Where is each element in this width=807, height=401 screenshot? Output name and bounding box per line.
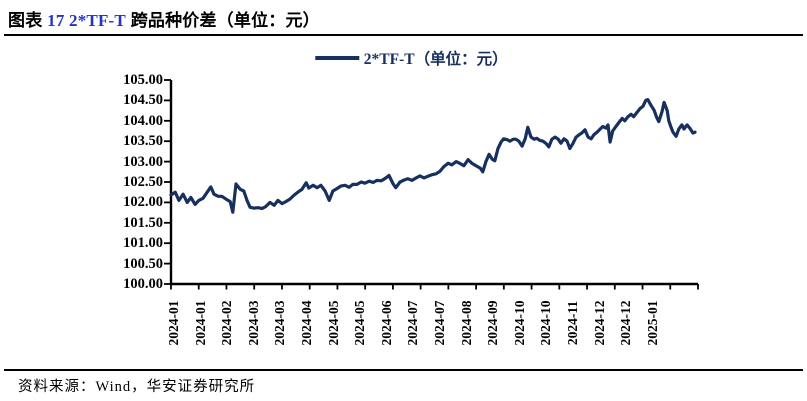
x-tick-label: 2024-01 [192, 300, 208, 346]
x-tick-label: 2024-07 [405, 300, 421, 346]
x-tick-label: 2024-03 [272, 300, 288, 346]
footer-divider [4, 369, 803, 371]
x-tick-label: 2024-11 [565, 300, 580, 346]
x-tick-label: 2024-05 [325, 300, 341, 346]
x-tick-label: 2024-12 [591, 300, 607, 346]
x-tick-label: 2024-09 [485, 300, 501, 346]
figure-title: 图表 17 2*TF-T 跨品种价差（单位：元） [8, 6, 320, 31]
x-tick-label: 2025-01 [644, 300, 660, 346]
x-tick-label: 2024-10 [511, 300, 527, 346]
x-tick-label: 2024-08 [458, 300, 474, 346]
legend-line-icon [314, 56, 359, 60]
x-tick-label: 2024-07 [432, 300, 447, 346]
figure-title-suffix: 跨品种价差（单位：元） [130, 11, 320, 30]
y-tick-label: 105.00 [123, 72, 163, 88]
legend-label: 2*TF-T（单位：元） [363, 51, 508, 68]
x-tick-label: 2024-12 [618, 300, 634, 346]
title-divider [4, 34, 803, 36]
x-tick-label: 2024-10 [538, 300, 554, 346]
chart-legend: 2*TF-T（单位：元） [314, 47, 508, 69]
y-tick-label: 100.50 [123, 255, 163, 272]
figure-title-number: 17 2*TF-T [47, 11, 126, 30]
y-tick-label: 101.00 [123, 235, 163, 252]
figure-title-label: 图表 [8, 11, 43, 30]
y-tick-label: 100.00 [123, 276, 163, 292]
x-tick-label: 2024-05 [352, 300, 368, 346]
x-tick-label: 2024-06 [378, 300, 394, 346]
x-tick-label: 2024-01 [166, 300, 181, 346]
x-tick-label: 2024-03 [245, 300, 261, 346]
y-tick-label: 103.50 [123, 133, 163, 150]
y-tick-label: 102.00 [123, 194, 163, 211]
y-tick-label: 104.50 [123, 92, 163, 109]
x-tick-label: 2024-02 [219, 300, 235, 346]
series-line [169, 97, 697, 214]
source-note: 资料来源：Wind，华安证券研究所 [18, 379, 256, 395]
y-tick-label: 104.00 [123, 112, 163, 129]
y-tick-label: 101.50 [123, 214, 163, 231]
x-tick-label: 2024-04 [299, 300, 314, 346]
y-tick-label: 102.50 [123, 174, 163, 190]
y-tick-label: 103.00 [123, 153, 163, 170]
